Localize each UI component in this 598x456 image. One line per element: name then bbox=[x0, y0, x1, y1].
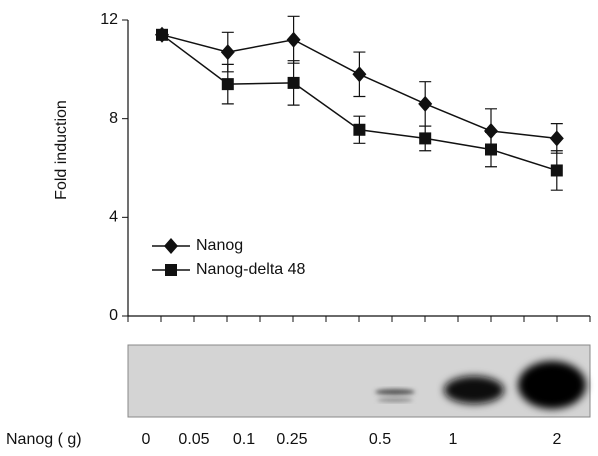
point bbox=[221, 44, 235, 60]
point bbox=[551, 164, 563, 176]
figure: Fold induction Nanog ( g) 0481200.050.10… bbox=[0, 0, 598, 456]
point bbox=[353, 124, 365, 136]
x-tick-label: 0.05 bbox=[178, 431, 209, 448]
point bbox=[288, 77, 300, 89]
x-tick-label: 0.25 bbox=[276, 431, 307, 448]
y-tick-label: 8 bbox=[109, 110, 118, 127]
legend-marker bbox=[165, 264, 177, 276]
western-blot bbox=[128, 345, 590, 417]
point bbox=[156, 29, 168, 41]
x-tick-label: 1 bbox=[449, 431, 458, 448]
point bbox=[287, 32, 301, 48]
point bbox=[419, 132, 431, 144]
point bbox=[352, 66, 366, 82]
x-tick-label: 2 bbox=[553, 431, 562, 448]
point bbox=[418, 96, 432, 112]
point bbox=[550, 130, 564, 146]
x-tick-label: 0.1 bbox=[233, 431, 255, 448]
x-tick-label: 0.5 bbox=[369, 431, 391, 448]
y-tick-label: 4 bbox=[109, 209, 118, 226]
y-axis-label: Fold induction bbox=[53, 100, 70, 200]
x-tick-label: 0 bbox=[142, 431, 151, 448]
legend-marker bbox=[164, 238, 178, 254]
legend-label: Nanog bbox=[196, 237, 243, 254]
point bbox=[222, 78, 234, 90]
y-tick-label: 12 bbox=[100, 11, 118, 28]
x-axis-label: Nanog ( g) bbox=[6, 431, 82, 448]
legend-label: Nanog-delta 48 bbox=[196, 261, 306, 278]
point bbox=[485, 144, 497, 156]
y-tick-label: 0 bbox=[109, 307, 118, 324]
